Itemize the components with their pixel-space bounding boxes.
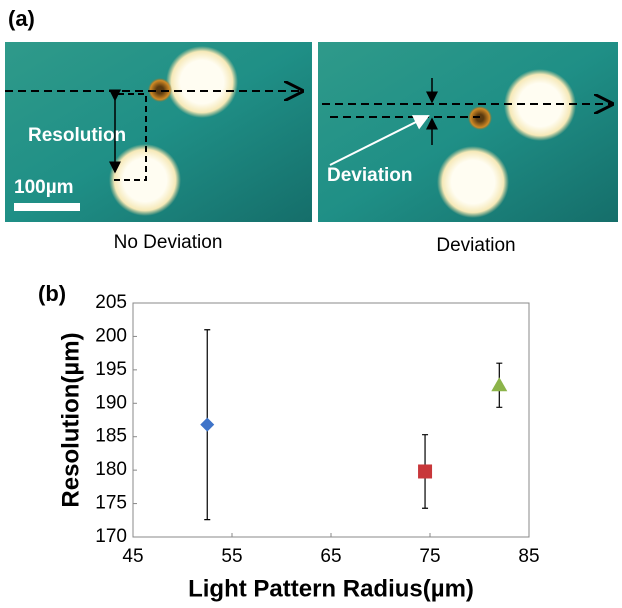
x-tick-label: 75 <box>419 546 440 567</box>
marker <box>200 418 214 432</box>
marker <box>418 464 432 478</box>
plot-frame <box>133 303 529 537</box>
y-tick-label: 185 <box>95 426 127 447</box>
caption: No Deviation <box>114 232 223 253</box>
y-tick-label: 190 <box>95 392 127 413</box>
y-tick-label: 175 <box>95 493 127 514</box>
y-tick-label: 205 <box>95 292 127 313</box>
scale-bar-label: 100µm <box>14 177 74 198</box>
x-tick-label: 65 <box>320 546 341 567</box>
panel-label: (b) <box>38 281 66 306</box>
y-tick-label: 200 <box>95 325 127 346</box>
caption: Deviation <box>436 235 515 256</box>
y-axis-title: Resolution(µm) <box>57 332 84 507</box>
x-tick-label: 85 <box>518 546 539 567</box>
panel-label: (a) <box>8 6 35 31</box>
deviation-label: Deviation <box>327 165 413 186</box>
y-tick-label: 180 <box>95 459 127 480</box>
y-tick-label: 195 <box>95 359 127 380</box>
resolution-label: Resolution <box>28 125 126 146</box>
image-right <box>318 42 618 222</box>
figure: (a) Resolution 100µm Deviation No Deviat… <box>0 0 622 608</box>
x-tick-label: 55 <box>221 546 242 567</box>
x-tick-label: 45 <box>122 546 143 567</box>
marker <box>491 377 507 391</box>
y-tick-label: 170 <box>95 526 127 547</box>
x-axis-title: Light Pattern Radius(µm) <box>188 575 474 602</box>
